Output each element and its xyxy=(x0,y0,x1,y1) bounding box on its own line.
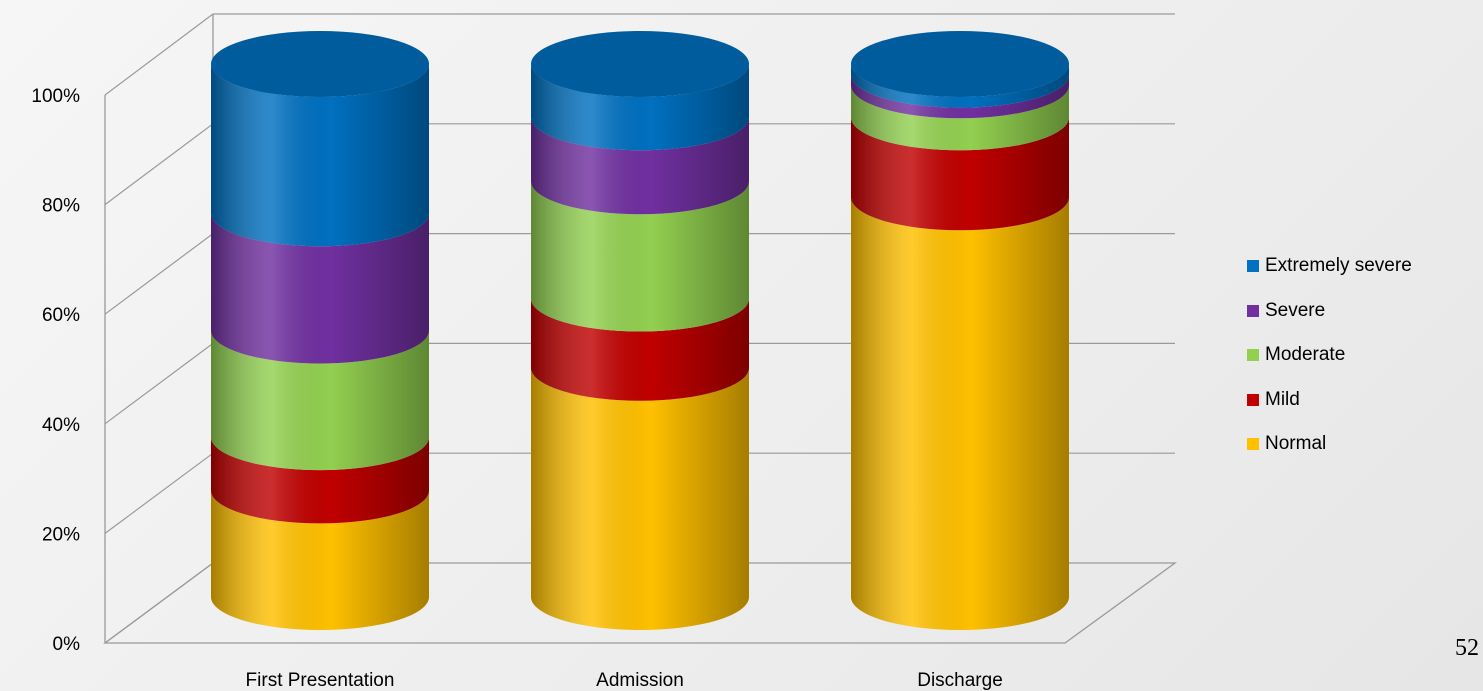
bar-segment-shade xyxy=(211,330,429,471)
bar-segment-shade xyxy=(211,64,429,247)
bar-segment-shade xyxy=(211,490,429,630)
cylinder-top-cap xyxy=(531,31,749,97)
bar-segment-shade xyxy=(211,213,429,364)
y-tick-label: 0% xyxy=(53,634,81,655)
bar-segment-shade xyxy=(531,181,749,332)
legend-label: Severe xyxy=(1265,299,1326,321)
legend: Extremely severe Severe Moderate Mild No… xyxy=(1247,244,1412,467)
legend-swatch xyxy=(1247,349,1259,362)
bar-segment-shade xyxy=(531,298,749,401)
legend-swatch xyxy=(1247,438,1259,451)
legend-item-mild: Mild xyxy=(1247,378,1412,423)
bars xyxy=(211,31,1069,630)
y-tick-label: 100% xyxy=(31,86,80,107)
x-category-label: Admission xyxy=(596,670,684,691)
y-tick-label: 80% xyxy=(42,196,80,217)
cylinder-2 xyxy=(851,31,1069,630)
category-labels: First Presentation Admission Discharge xyxy=(246,670,1003,691)
legend-item-moderate: Moderate xyxy=(1247,333,1412,378)
legend-label: Mild xyxy=(1265,388,1300,410)
slide-number: 52 xyxy=(1455,635,1479,661)
gridline-side xyxy=(104,13,214,96)
cylinder-top-cap xyxy=(211,31,429,97)
gridline-side xyxy=(104,123,214,206)
legend-item-normal: Normal xyxy=(1247,422,1412,467)
gridline-side xyxy=(104,233,214,315)
y-tick-label: 60% xyxy=(42,305,80,326)
legend-label: Moderate xyxy=(1265,344,1346,366)
bar-segment-shade xyxy=(531,64,749,151)
legend-item-severe: Severe xyxy=(1247,289,1412,334)
cylinder-0 xyxy=(211,31,429,630)
y-tick-label: 40% xyxy=(42,415,80,436)
bar-segment-shade xyxy=(851,117,1069,231)
gridline-side xyxy=(104,342,214,425)
gridline-side xyxy=(104,452,214,534)
legend-swatch xyxy=(1247,304,1259,317)
bar-segment-shade xyxy=(211,437,429,524)
x-category-label: First Presentation xyxy=(246,670,395,691)
cylinder-1 xyxy=(531,31,749,630)
bar-segment-shade xyxy=(851,74,1069,119)
bar-segment-shade xyxy=(851,85,1069,151)
legend-swatch xyxy=(1247,260,1259,273)
legend-label: Extremely severe xyxy=(1265,255,1412,277)
bar-segment-shade xyxy=(851,197,1069,630)
gridline-side xyxy=(104,562,214,644)
legend-swatch xyxy=(1247,393,1259,406)
legend-label: Normal xyxy=(1265,433,1327,455)
bar-segment-shade xyxy=(531,117,749,215)
x-category-label: Discharge xyxy=(917,670,1003,691)
bar-segment-shade xyxy=(851,64,1069,108)
bar-segment-shade xyxy=(531,367,749,630)
legend-item-extremely-severe: Extremely severe xyxy=(1247,244,1412,289)
y-axis-ticks: 0% 20% 40% 60% 80% 100% xyxy=(31,86,80,655)
y-tick-label: 20% xyxy=(42,524,80,545)
cylinder-top-cap xyxy=(851,31,1069,97)
